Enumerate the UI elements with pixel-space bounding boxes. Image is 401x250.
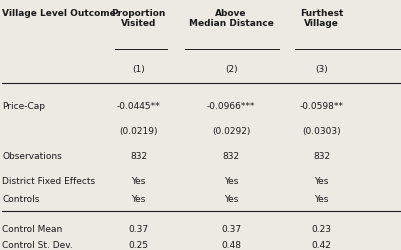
Text: Yes: Yes [314,194,328,203]
Text: Village Level Outcome:: Village Level Outcome: [2,9,119,18]
Text: Observations: Observations [2,151,62,160]
Text: Controls: Controls [2,194,39,203]
Text: Yes: Yes [223,176,238,185]
Text: Yes: Yes [223,194,238,203]
Text: 0.23: 0.23 [311,224,331,233]
Text: (3): (3) [314,65,327,74]
Text: (0.0219): (0.0219) [119,126,158,135]
Text: Furthest
Village: Furthest Village [299,9,342,28]
Text: Yes: Yes [314,176,328,185]
Text: 832: 832 [312,151,329,160]
Text: (1): (1) [132,65,145,74]
Text: 0.25: 0.25 [128,240,148,249]
Text: (0.0303): (0.0303) [302,126,340,135]
Text: -0.0966***: -0.0966*** [207,101,255,110]
Text: (2): (2) [224,65,237,74]
Text: 832: 832 [222,151,239,160]
Text: 0.37: 0.37 [128,224,148,233]
Text: -0.0445**: -0.0445** [117,101,160,110]
Text: Price-Cap: Price-Cap [2,101,45,110]
Text: 832: 832 [130,151,147,160]
Text: Yes: Yes [131,176,146,185]
Text: 0.48: 0.48 [221,240,241,249]
Text: Proportion
Visited: Proportion Visited [111,9,166,28]
Text: Above
Median Distance: Above Median Distance [188,9,273,28]
Text: Yes: Yes [131,194,146,203]
Text: Control St. Dev.: Control St. Dev. [2,240,73,249]
Text: 0.42: 0.42 [311,240,331,249]
Text: District Fixed Effects: District Fixed Effects [2,176,95,185]
Text: -0.0598**: -0.0598** [299,101,343,110]
Text: 0.37: 0.37 [221,224,241,233]
Text: Control Mean: Control Mean [2,224,62,233]
Text: (0.0292): (0.0292) [211,126,250,135]
